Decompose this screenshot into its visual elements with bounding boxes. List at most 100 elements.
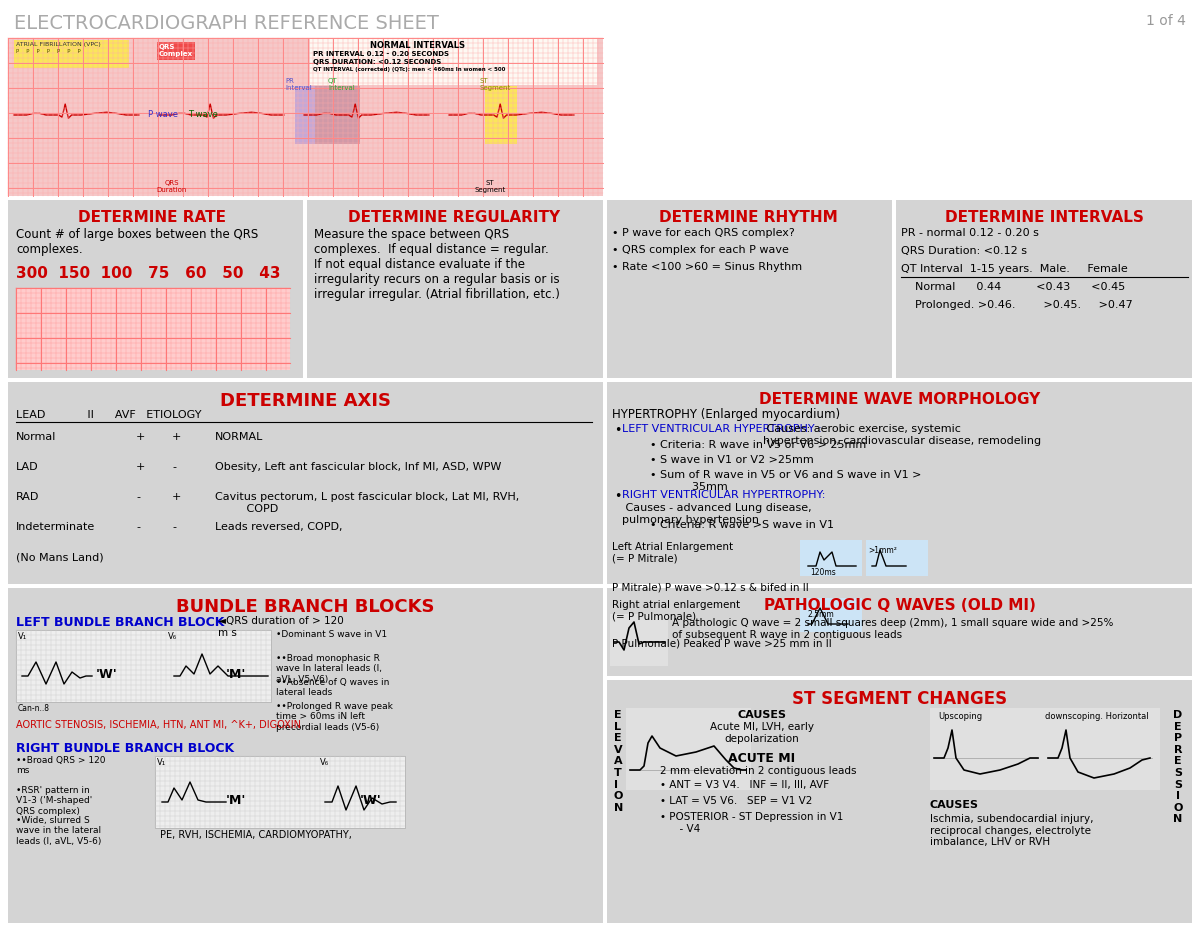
Text: RAD: RAD	[16, 492, 40, 502]
Text: ST
Segment: ST Segment	[474, 180, 505, 193]
Text: V₆: V₆	[168, 632, 178, 641]
Text: P wave: P wave	[148, 110, 178, 119]
Text: P Pulmonale) Peaked P wave >25 mm in II: P Pulmonale) Peaked P wave >25 mm in II	[612, 638, 832, 648]
Text: Normal: Normal	[16, 432, 56, 442]
Text: ATRIAL FIBRILLATION (VPC): ATRIAL FIBRILLATION (VPC)	[16, 42, 101, 47]
Text: Right atrial enlargement
(= P Pulmonale): Right atrial enlargement (= P Pulmonale)	[612, 600, 740, 622]
Text: ST
Segment: ST Segment	[480, 78, 511, 91]
Text: Causes: aerobic exercise, systemic
hypertension, cardiovascular disease, remodel: Causes: aerobic exercise, systemic hyper…	[763, 424, 1042, 446]
Text: • Sum of R wave in V5 or V6 and S wave in V1 >
            35mm: • Sum of R wave in V5 or V6 and S wave i…	[650, 470, 922, 491]
Text: V₁: V₁	[18, 632, 28, 641]
Text: NORMAL INTERVALS: NORMAL INTERVALS	[370, 41, 466, 50]
Text: Can-n..8: Can-n..8	[18, 704, 50, 713]
Text: ••Prolonged R wave peak
time > 60ms iN left
precordial leads (V5-6): ••Prolonged R wave peak time > 60ms iN l…	[276, 702, 392, 731]
Text: RIGHT BUNDLE BRANCH BLOCK: RIGHT BUNDLE BRANCH BLOCK	[16, 742, 234, 755]
Bar	[310, 39, 598, 85]
Text: +: +	[172, 492, 181, 502]
Text: P    P    P    P    P    P    P: P P P P P P P	[16, 49, 80, 54]
Text: Prolonged. >0.46.        >0.45.     >0.47: Prolonged. >0.46. >0.45. >0.47	[901, 300, 1133, 310]
Text: 120ms: 120ms	[810, 568, 835, 577]
Text: • P wave for each QRS complex?: • P wave for each QRS complex?	[612, 228, 794, 238]
Text: LEFT VENTRICULAR HYPERTROPHY :: LEFT VENTRICULAR HYPERTROPHY :	[622, 424, 822, 434]
Text: -: -	[172, 462, 176, 472]
Text: • Rate <100 >60 = Sinus Rhythm: • Rate <100 >60 = Sinus Rhythm	[612, 262, 802, 272]
Bar	[295, 86, 360, 144]
Text: •RSR' pattern in
V1-3 ('M-shaped'
QRS complex): •RSR' pattern in V1-3 ('M-shaped' QRS co…	[16, 786, 92, 816]
Text: Count # of large boxes between the QRS
complexes.: Count # of large boxes between the QRS c…	[16, 228, 258, 256]
Text: • QRS complex for each P wave: • QRS complex for each P wave	[612, 245, 788, 255]
Text: DETERMINE WAVE MORPHOLOGY: DETERMINE WAVE MORPHOLOGY	[760, 392, 1040, 407]
Bar	[896, 200, 1192, 378]
Text: +: +	[172, 432, 181, 442]
Bar	[607, 382, 1192, 584]
Text: •: •	[614, 490, 622, 503]
Text: ••Broad QRS > 120
ms: ••Broad QRS > 120 ms	[16, 756, 106, 775]
Text: LAD: LAD	[16, 462, 38, 472]
Text: DETERMINE AXIS: DETERMINE AXIS	[220, 392, 390, 410]
Text: • Criteria: R wave >S wave in V1: • Criteria: R wave >S wave in V1	[650, 520, 834, 530]
Text: BUNDLE BRANCH BLOCKS: BUNDLE BRANCH BLOCKS	[175, 598, 434, 616]
Text: PR INTERVAL 0.12 - 0.20 SECONDS: PR INTERVAL 0.12 - 0.20 SECONDS	[313, 51, 449, 57]
Text: -: -	[172, 522, 176, 532]
Text: Upscoping: Upscoping	[938, 712, 982, 721]
Bar	[8, 38, 604, 196]
Bar	[607, 200, 892, 378]
Bar	[607, 680, 1192, 923]
Bar	[930, 708, 1160, 790]
Text: AORTIC STENOSIS, ISCHEMIA, HTN, ANT MI, ^K+, DIGOXIN: AORTIC STENOSIS, ISCHEMIA, HTN, ANT MI, …	[16, 720, 301, 730]
Text: 'W': 'W'	[96, 668, 118, 681]
Bar	[314, 86, 360, 144]
Text: QRS DURATION: <0.12 SECONDS: QRS DURATION: <0.12 SECONDS	[313, 59, 442, 65]
Text: ACUTE MI: ACUTE MI	[728, 752, 796, 765]
Text: DETERMINE RHYTHM: DETERMINE RHYTHM	[659, 210, 838, 225]
Bar	[8, 382, 604, 584]
Text: ••Broad monophasic R
wave In lateral leads (I,
aVL, V5-V6): ••Broad monophasic R wave In lateral lea…	[276, 654, 382, 684]
Text: -: -	[136, 522, 140, 532]
Text: CAUSES: CAUSES	[738, 710, 786, 720]
Bar	[295, 86, 314, 144]
Text: • S wave in V1 or V2 >25mm: • S wave in V1 or V2 >25mm	[650, 455, 814, 465]
Text: 1 of 4: 1 of 4	[1146, 14, 1186, 28]
Text: QT Interval  1-15 years.  Male.     Female: QT Interval 1-15 years. Male. Female	[901, 264, 1128, 274]
Text: RIGHT VENTRICULAR HYPERTROPHY:: RIGHT VENTRICULAR HYPERTROPHY:	[622, 490, 826, 500]
Bar	[8, 200, 302, 378]
Text: V₁: V₁	[157, 758, 166, 767]
Bar	[800, 598, 862, 632]
Bar	[307, 200, 604, 378]
Text: PR
Interval: PR Interval	[286, 78, 312, 91]
Text: •: •	[614, 424, 622, 437]
Text: 'M': 'M'	[226, 668, 246, 681]
Text: LEFT BUNDLE BRANCH BLOCK: LEFT BUNDLE BRANCH BLOCK	[16, 616, 224, 629]
Bar	[16, 630, 271, 702]
Text: Obesity, Left ant fascicular block, Inf MI, ASD, WPW: Obesity, Left ant fascicular block, Inf …	[215, 462, 502, 472]
Text: Left Atrial Enlargement
(= P Mitrale): Left Atrial Enlargement (= P Mitrale)	[612, 542, 733, 564]
Bar	[610, 614, 668, 666]
Text: P Mitrale) P wave >0.12 s & bifed in II: P Mitrale) P wave >0.12 s & bifed in II	[612, 582, 809, 592]
Text: ••Absence of Q waves in
lateral leads: ••Absence of Q waves in lateral leads	[276, 678, 389, 697]
Bar	[626, 708, 751, 790]
Text: ST SEGMENT CHANGES: ST SEGMENT CHANGES	[792, 690, 1008, 708]
Text: V₆: V₆	[320, 758, 329, 767]
Text: +: +	[136, 432, 145, 442]
Text: 'M': 'M'	[226, 794, 246, 807]
Text: QRS Duration: <0.12 s: QRS Duration: <0.12 s	[901, 246, 1027, 256]
Text: downscoping. Horizontal: downscoping. Horizontal	[1045, 712, 1148, 721]
Text: • LAT = V5 V6.   SEP = V1 V2: • LAT = V5 V6. SEP = V1 V2	[660, 796, 812, 806]
Text: •Dominant S wave in V1: •Dominant S wave in V1	[276, 630, 388, 639]
Text: Cavitus pectorum, L post fascicular block, Lat MI, RVH,
         COPD: Cavitus pectorum, L post fascicular bloc…	[215, 492, 520, 514]
Text: A pathologic Q wave = 2 small squares deep (2mm), 1 small square wide and >25%
o: A pathologic Q wave = 2 small squares de…	[672, 618, 1114, 640]
Text: (No Mans Land): (No Mans Land)	[16, 552, 103, 562]
Text: DETERMINE RATE: DETERMINE RATE	[78, 210, 226, 225]
Text: LEAD            II      AVF   ETIOLOGY: LEAD II AVF ETIOLOGY	[16, 410, 202, 420]
Text: HYPERTROPHY (Enlarged myocardium): HYPERTROPHY (Enlarged myocardium)	[612, 408, 840, 421]
Bar	[8, 588, 604, 923]
Text: QT INTERVAL (corrected) (QTc): men < 460ms In women < 500: QT INTERVAL (corrected) (QTc): men < 460…	[313, 67, 505, 72]
Text: -: -	[136, 492, 140, 502]
Bar	[866, 540, 928, 576]
Text: Causes - advanced Lung disease,
pulmonary hypertension: Causes - advanced Lung disease, pulmonar…	[622, 503, 811, 525]
Bar	[485, 86, 517, 144]
Text: DETERMINE REGULARITY: DETERMINE REGULARITY	[348, 210, 560, 225]
Text: Measure the space between QRS
complexes.  If equal distance = regular.
If not eq: Measure the space between QRS complexes.…	[314, 228, 560, 301]
Text: QT
Interval: QT Interval	[328, 78, 355, 91]
Bar	[607, 588, 1192, 676]
